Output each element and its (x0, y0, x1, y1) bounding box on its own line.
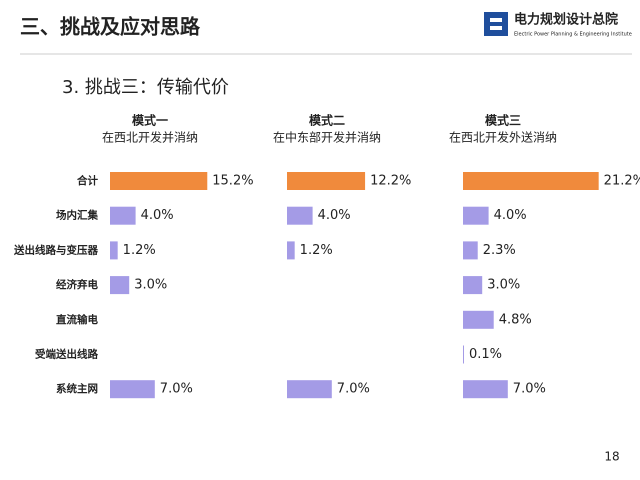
logo-icon-detail (490, 26, 502, 30)
category-label: 场内汇集 (56, 209, 98, 222)
category-label: 系统主网 (56, 382, 98, 395)
bar (463, 345, 464, 364)
bar (463, 206, 489, 225)
chart-subtitle: 在西北开发外送消纳 (449, 130, 557, 145)
logo-icon-detail (490, 18, 502, 22)
bar (110, 206, 136, 225)
slide-title: 三、挑战及应对思路 (20, 15, 201, 39)
bar (463, 276, 483, 295)
value-label: 4.0% (494, 208, 527, 223)
bar (287, 172, 366, 190)
page-number: 18 (604, 450, 619, 464)
value-label: 7.0% (337, 382, 370, 397)
value-label: 4.8% (499, 312, 532, 327)
category-label: 受端送出线路 (35, 348, 98, 361)
bar (463, 310, 494, 329)
value-label: 1.2% (300, 243, 333, 258)
logo-icon (484, 12, 508, 36)
bar (110, 276, 130, 295)
chart-title: 模式二 (309, 113, 345, 128)
logo-name: 电力规划设计总院 (514, 12, 618, 28)
category-label: 直流输电 (56, 313, 98, 326)
category-label: 合计 (76, 174, 98, 187)
value-label: 12.2% (370, 174, 411, 189)
value-label: 7.0% (160, 382, 193, 397)
bar (110, 172, 208, 190)
value-label: 3.0% (487, 278, 520, 293)
chart-subtitle: 在中东部开发并消纳 (273, 130, 381, 145)
value-label: 7.0% (513, 382, 546, 397)
bar (287, 241, 295, 260)
bar (110, 380, 155, 399)
value-label: 15.2% (212, 174, 253, 189)
bar (463, 380, 508, 399)
value-label: 4.0% (318, 208, 351, 223)
bar (463, 172, 599, 190)
category-label: 送出线路与变压器 (13, 243, 98, 256)
value-label: 1.2% (123, 243, 156, 258)
value-label: 2.3% (483, 243, 516, 258)
bar (463, 241, 478, 260)
bar (110, 241, 118, 260)
bar (287, 380, 332, 399)
value-label: 21.2% (604, 174, 640, 189)
value-label: 4.0% (141, 208, 174, 223)
category-label: 经济弃电 (56, 278, 98, 291)
value-label: 3.0% (134, 278, 167, 293)
chart-title: 模式三 (485, 113, 521, 128)
bar (287, 206, 313, 225)
logo-english: Electric Power Planning & Engineering In… (514, 32, 632, 38)
chart-subtitle: 在西北开发并消纳 (102, 130, 198, 145)
value-label: 0.1% (469, 347, 502, 362)
slide-subtitle: 3. 挑战三：传输代价 (62, 77, 229, 98)
chart-title: 模式一 (132, 113, 168, 128)
